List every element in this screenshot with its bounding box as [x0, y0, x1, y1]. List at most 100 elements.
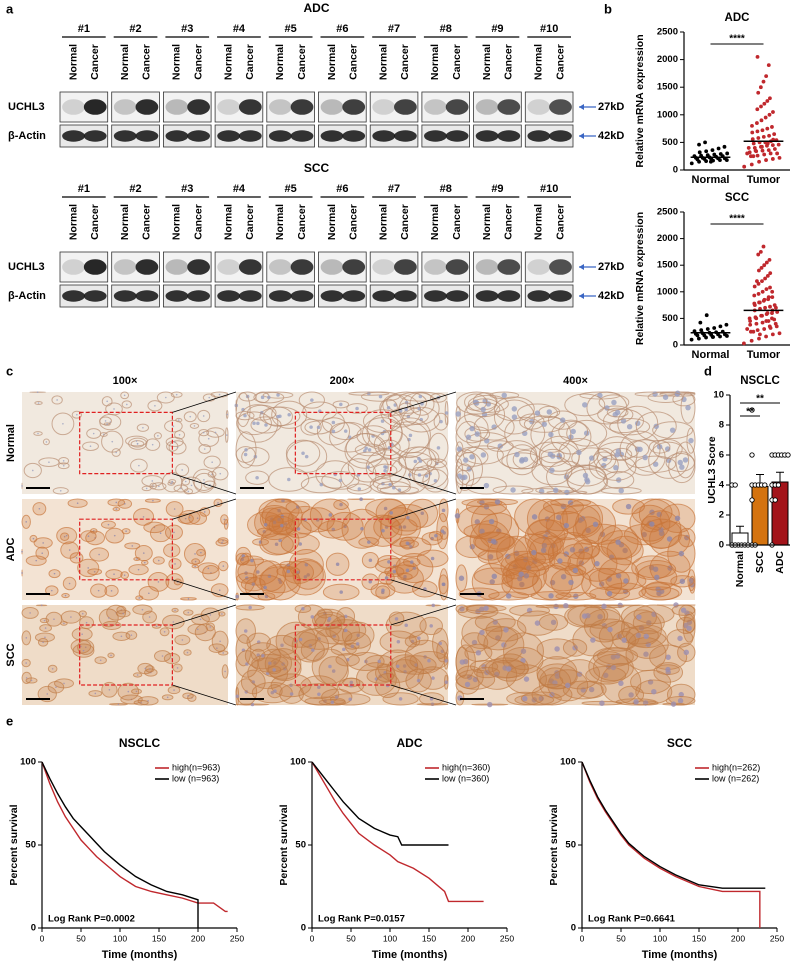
tissue-nucleus	[534, 620, 541, 626]
tissue-texture	[504, 416, 546, 450]
tissue-nucleus	[81, 612, 84, 615]
tissue-nucleus	[578, 548, 584, 554]
lane-label: Cancer	[399, 44, 411, 80]
blot-band	[372, 259, 396, 275]
ihc-image	[456, 392, 695, 494]
tissue-nucleus	[31, 469, 34, 472]
data-point	[764, 158, 768, 162]
tissue-nucleus	[151, 443, 154, 446]
tissue-nucleus	[601, 603, 607, 610]
tissue-texture	[52, 487, 69, 495]
chart-title: NSCLC	[119, 736, 161, 750]
tissue-nucleus	[311, 648, 315, 652]
lane-label: Cancer	[503, 204, 515, 240]
tissue-nucleus	[338, 478, 343, 483]
tissue-texture	[501, 452, 543, 470]
blot-band	[372, 99, 396, 115]
tissue-nucleus	[625, 503, 632, 510]
tissue-texture	[535, 486, 577, 495]
tissue-nucleus	[98, 553, 100, 556]
tissue-nucleus	[570, 428, 576, 435]
tissue-nucleus	[136, 442, 139, 445]
data-point	[755, 129, 760, 134]
tissue-texture	[466, 432, 508, 450]
sample-label: #5	[285, 183, 297, 195]
x-tick-label: 250	[770, 933, 784, 943]
ihc-row-label: ADC	[5, 538, 17, 562]
data-point	[760, 289, 765, 294]
tissue-nucleus	[226, 413, 229, 416]
tissue-nucleus	[381, 528, 385, 533]
tissue-nucleus	[402, 664, 407, 668]
tissue-nucleus	[343, 429, 348, 433]
tissue-nucleus	[29, 612, 31, 614]
sample-label: #2	[129, 183, 141, 195]
data-point	[708, 159, 713, 164]
data-point	[705, 153, 710, 157]
tissue-nucleus	[511, 406, 518, 412]
data-point	[757, 300, 762, 305]
x-tick-label: 200	[191, 933, 205, 943]
data-point	[767, 133, 771, 138]
tissue-nucleus	[221, 542, 223, 544]
tissue-nucleus	[590, 637, 596, 643]
tissue-nucleus	[222, 652, 225, 654]
tissue-nucleus	[497, 443, 504, 449]
tissue-nucleus	[330, 700, 335, 705]
data-point	[765, 126, 770, 131]
tissue-nucleus	[541, 421, 548, 427]
tissue-nucleus	[224, 670, 226, 673]
tissue-nucleus	[25, 521, 28, 523]
y-tick-label: 2000	[657, 54, 678, 65]
tissue-nucleus	[260, 395, 265, 400]
tissue-texture	[558, 420, 589, 443]
data-point	[757, 159, 761, 164]
tissue-nucleus	[123, 574, 126, 576]
tissue-nucleus	[298, 637, 303, 642]
tissue-texture	[464, 398, 506, 431]
tissue-nucleus	[581, 613, 588, 619]
size-label: 42kD	[598, 290, 624, 302]
tissue-nucleus	[556, 514, 562, 521]
tissue-nucleus	[408, 433, 413, 438]
tissue-nucleus	[350, 644, 355, 648]
data-point	[760, 313, 764, 318]
tissue-nucleus	[614, 409, 621, 416]
tissue-nucleus	[685, 404, 691, 411]
tissue-nucleus	[490, 538, 497, 545]
blot-band	[394, 259, 417, 275]
bar	[751, 486, 769, 546]
tissue-nucleus	[669, 427, 676, 433]
tissue-nucleus	[184, 480, 187, 483]
data-point	[765, 311, 770, 315]
blot-band	[165, 130, 189, 142]
data-point	[749, 407, 755, 413]
data-point	[768, 151, 773, 156]
tissue-nucleus	[76, 413, 78, 416]
tissue-nucleus	[517, 575, 523, 582]
legend-label: high(n=262)	[712, 762, 760, 772]
survival-curve	[581, 761, 766, 889]
data-point	[762, 327, 767, 331]
data-point	[752, 284, 757, 289]
tissue-texture	[455, 421, 482, 454]
blot-band	[290, 130, 314, 142]
data-point	[749, 338, 754, 343]
tissue-nucleus	[405, 568, 410, 573]
legend-label: low (n=360)	[442, 773, 489, 783]
data-point	[752, 303, 757, 307]
tissue-nucleus	[559, 417, 566, 423]
blot-band	[549, 290, 572, 302]
tissue-nucleus	[434, 534, 438, 538]
tissue-nucleus	[137, 568, 140, 571]
data-point	[775, 151, 780, 156]
tissue-nucleus	[272, 520, 277, 525]
tissue-nucleus	[417, 456, 421, 461]
tissue-nucleus	[125, 530, 127, 533]
y-tick-label: 100	[560, 757, 576, 768]
blot-band	[342, 130, 366, 142]
tissue-nucleus	[479, 606, 485, 613]
tissue-nucleus	[209, 626, 212, 628]
tissue-texture	[566, 419, 608, 447]
lane-label: Normal	[274, 204, 286, 240]
